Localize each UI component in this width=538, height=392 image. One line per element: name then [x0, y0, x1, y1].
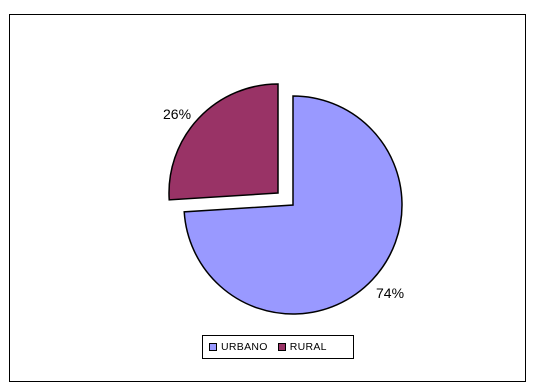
legend-swatch-rural: [277, 343, 286, 351]
pie-slice-rural: [168, 83, 279, 201]
chart-legend: URBANO RURAL: [202, 335, 354, 359]
data-label-rural: 26%: [163, 106, 192, 122]
pie-slice-urbano: [183, 95, 403, 315]
legend-entry-rural: RURAL: [277, 341, 327, 353]
legend-entry-urbano: URBANO: [209, 341, 268, 353]
chart-frame: [9, 14, 526, 382]
legend-swatch-urbano: [209, 343, 217, 351]
data-label-urbano: 74%: [376, 285, 405, 301]
legend-label-urbano: URBANO: [221, 341, 268, 353]
legend-label-rural: RURAL: [289, 341, 327, 353]
